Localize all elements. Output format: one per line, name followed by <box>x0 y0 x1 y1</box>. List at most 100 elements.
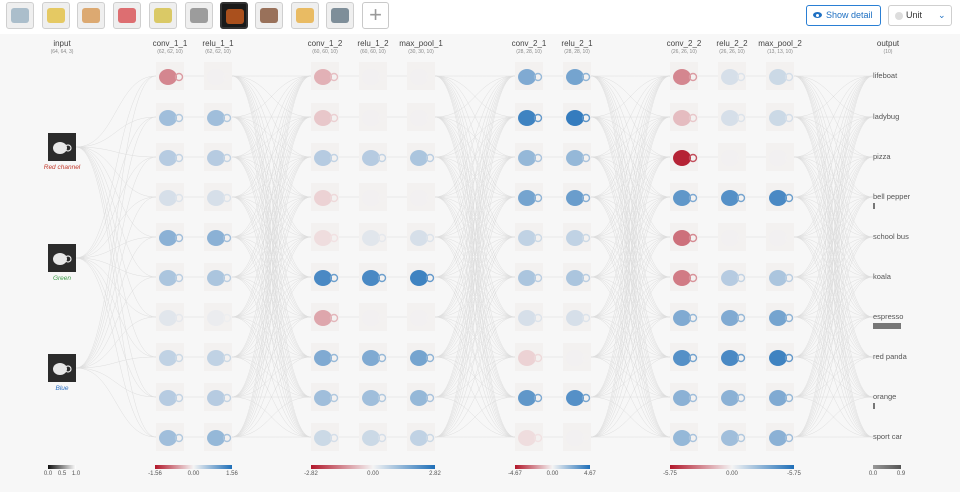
feature-map-tile[interactable] <box>718 62 746 90</box>
output-class-label[interactable]: koala <box>873 272 891 281</box>
feature-map-tile[interactable] <box>407 103 435 131</box>
feature-map-tile[interactable] <box>766 103 794 131</box>
feature-map-tile[interactable] <box>407 62 435 90</box>
feature-map-tile[interactable] <box>407 303 435 331</box>
input-channel-1[interactable] <box>48 133 76 161</box>
feature-map-tile[interactable] <box>563 383 591 411</box>
feature-map-tile[interactable] <box>670 263 698 291</box>
feature-map-tile[interactable] <box>407 263 435 291</box>
feature-map-tile[interactable] <box>515 303 543 331</box>
lifeboat-image-thumbnail[interactable] <box>6 2 34 29</box>
feature-map-tile[interactable] <box>766 263 794 291</box>
feature-map-tile[interactable] <box>563 223 591 251</box>
output-class-label[interactable]: bell pepper <box>873 192 911 201</box>
feature-map-tile[interactable] <box>563 62 591 90</box>
feature-map-tile[interactable] <box>407 183 435 211</box>
output-class-label[interactable]: ladybug <box>873 112 900 121</box>
feature-map-tile[interactable] <box>718 143 746 171</box>
feature-map-tile[interactable] <box>515 343 543 371</box>
orange-image-thumbnail[interactable] <box>291 2 319 29</box>
feature-map-tile[interactable] <box>359 343 387 371</box>
feature-map-tile[interactable] <box>515 183 543 211</box>
feature-map-tile[interactable] <box>156 303 184 331</box>
espresso-image-thumbnail[interactable] <box>220 2 248 29</box>
feature-map-tile[interactable] <box>515 143 543 171</box>
feature-map-tile[interactable] <box>359 143 387 171</box>
feature-map-tile[interactable] <box>311 62 339 90</box>
feature-map-tile[interactable] <box>311 423 339 451</box>
feature-map-tile[interactable] <box>718 183 746 211</box>
feature-map-tile[interactable] <box>718 263 746 291</box>
feature-map-tile[interactable] <box>359 223 387 251</box>
feature-map-tile[interactable] <box>670 223 698 251</box>
input-channel-2[interactable] <box>48 244 76 272</box>
feature-map-tile[interactable] <box>359 183 387 211</box>
feature-map-tile[interactable] <box>718 303 746 331</box>
feature-map-tile[interactable] <box>563 143 591 171</box>
school-bus-image-thumbnail[interactable] <box>149 2 177 29</box>
feature-map-tile[interactable] <box>563 183 591 211</box>
unit-select[interactable]: Unit ⌄ <box>888 5 952 26</box>
output-class-label[interactable]: red panda <box>873 352 907 361</box>
feature-map-tile[interactable] <box>407 343 435 371</box>
feature-map-tile[interactable] <box>407 383 435 411</box>
feature-map-tile[interactable] <box>156 423 184 451</box>
feature-map-tile[interactable] <box>718 223 746 251</box>
feature-map-tile[interactable] <box>311 183 339 211</box>
feature-map-tile[interactable] <box>766 303 794 331</box>
feature-map-tile[interactable] <box>156 183 184 211</box>
feature-map-tile[interactable] <box>766 423 794 451</box>
feature-map-tile[interactable] <box>766 223 794 251</box>
feature-map-tile[interactable] <box>311 303 339 331</box>
output-class-label[interactable]: school bus <box>873 232 909 241</box>
feature-map-tile[interactable] <box>359 423 387 451</box>
sport-car-image-thumbnail[interactable] <box>326 2 354 29</box>
feature-map-tile[interactable] <box>311 103 339 131</box>
feature-map-tile[interactable] <box>670 143 698 171</box>
feature-map-tile[interactable] <box>156 143 184 171</box>
feature-map-tile[interactable] <box>563 103 591 131</box>
feature-map-tile[interactable] <box>204 143 232 171</box>
koala-image-thumbnail[interactable] <box>185 2 213 29</box>
red-panda-image-thumbnail[interactable] <box>255 2 283 29</box>
feature-map-tile[interactable] <box>515 223 543 251</box>
feature-map-tile[interactable] <box>156 62 184 90</box>
feature-map-tile[interactable] <box>670 383 698 411</box>
feature-map-tile[interactable] <box>766 143 794 171</box>
feature-map-tile[interactable] <box>204 223 232 251</box>
feature-map-tile[interactable] <box>563 423 591 451</box>
feature-map-tile[interactable] <box>204 183 232 211</box>
feature-map-tile[interactable] <box>407 143 435 171</box>
feature-map-tile[interactable] <box>359 62 387 90</box>
feature-map-tile[interactable] <box>311 263 339 291</box>
feature-map-tile[interactable] <box>670 303 698 331</box>
feature-map-tile[interactable] <box>766 62 794 90</box>
feature-map-tile[interactable] <box>204 303 232 331</box>
feature-map-tile[interactable] <box>204 423 232 451</box>
feature-map-tile[interactable] <box>563 343 591 371</box>
output-class-label[interactable]: sport car <box>873 432 903 441</box>
feature-map-tile[interactable] <box>156 263 184 291</box>
feature-map-tile[interactable] <box>311 383 339 411</box>
feature-map-tile[interactable] <box>670 423 698 451</box>
feature-map-tile[interactable] <box>204 62 232 90</box>
output-class-label[interactable]: espresso <box>873 312 904 321</box>
feature-map-tile[interactable] <box>670 103 698 131</box>
feature-map-tile[interactable] <box>766 343 794 371</box>
feature-map-tile[interactable] <box>515 423 543 451</box>
feature-map-tile[interactable] <box>670 343 698 371</box>
feature-map-tile[interactable] <box>670 62 698 90</box>
feature-map-tile[interactable] <box>311 143 339 171</box>
feature-map-tile[interactable] <box>563 263 591 291</box>
feature-map-tile[interactable] <box>718 383 746 411</box>
feature-map-tile[interactable] <box>359 263 387 291</box>
feature-map-tile[interactable] <box>204 103 232 131</box>
feature-map-tile[interactable] <box>515 62 543 90</box>
feature-map-tile[interactable] <box>156 223 184 251</box>
feature-map-tile[interactable] <box>563 303 591 331</box>
feature-map-tile[interactable] <box>359 383 387 411</box>
feature-map-tile[interactable] <box>407 223 435 251</box>
output-class-label[interactable]: orange <box>873 392 897 401</box>
feature-map-tile[interactable] <box>204 263 232 291</box>
feature-map-tile[interactable] <box>766 383 794 411</box>
